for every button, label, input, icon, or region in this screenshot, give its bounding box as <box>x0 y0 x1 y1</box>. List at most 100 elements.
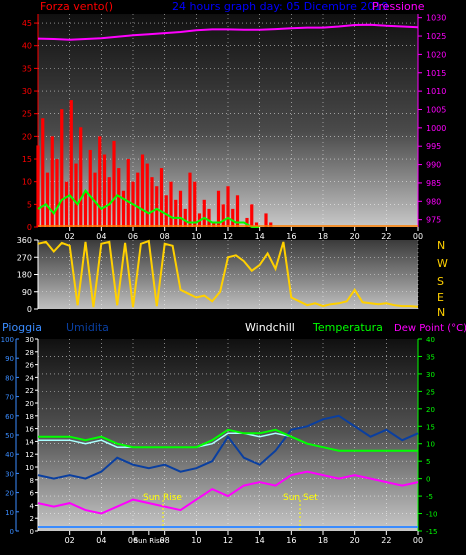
compass-label: N <box>437 306 445 319</box>
y-tick-label: -15 <box>426 528 437 536</box>
wind-bar <box>88 149 92 227</box>
x-tick-label: 00 <box>413 232 423 241</box>
header-wind-label: Forza vento() <box>40 0 113 13</box>
y-tick-label: 30 <box>25 336 34 344</box>
y-tick-label: 0 <box>27 305 32 314</box>
wind-bar <box>155 186 159 227</box>
wind-bar <box>231 208 235 227</box>
wind-bar <box>212 222 216 227</box>
y-tick-label: 10 <box>25 464 34 472</box>
y-tick-label: 360 <box>17 236 32 245</box>
x-tick-label: 00 <box>413 536 423 545</box>
y-tick-label: 35 <box>22 64 32 73</box>
y-tick-label: 30 <box>426 371 435 379</box>
y-tick-label: 90 <box>5 355 14 363</box>
y-tick-label: 70 <box>5 394 14 402</box>
wind-bar <box>41 118 45 227</box>
wind-bar <box>79 127 83 227</box>
y-tick-label: 1020 <box>426 50 446 59</box>
y-tick-label: 2 <box>30 515 34 523</box>
humidity-label: Umidita <box>66 321 109 334</box>
sun-set-label: Sun Set <box>283 493 318 503</box>
x-tick-label: 02 <box>65 232 75 241</box>
x-tick-label: 02 <box>65 536 75 545</box>
y-tick-label: 40 <box>22 42 32 51</box>
rain-label: Pioggia <box>2 321 42 334</box>
wind-bar <box>235 195 240 227</box>
temperature-label: Temperatura <box>312 321 383 334</box>
y-tick-label: 985 <box>426 179 441 188</box>
wind-bar <box>164 195 168 227</box>
x-tick-label: 12 <box>223 232 233 241</box>
gust-line <box>37 188 260 228</box>
wind-direction-line <box>37 239 419 308</box>
y-tick-label: 975 <box>426 216 441 225</box>
y-tick-label: 40 <box>5 451 14 459</box>
y-tick-label: 90 <box>22 288 32 297</box>
x-tick-label: 22 <box>381 536 391 545</box>
y-tick-label: -10 <box>426 511 437 519</box>
y-tick-label: 1015 <box>426 69 446 78</box>
temperature-axis: 40 35 30 25 20 15 10 5 0 -5 -10 -15 <box>417 336 437 536</box>
y-tick-label: 12 <box>25 451 34 459</box>
compass-labels: N W S E N <box>437 239 448 319</box>
wind-bar <box>178 190 183 227</box>
wind-bar <box>60 109 64 227</box>
wind-bar <box>245 217 249 227</box>
x-tick-label: 08 <box>160 536 170 545</box>
wind-bar <box>174 199 178 227</box>
y-tick-label: 26 <box>25 362 34 370</box>
y-tick-label: 180 <box>17 271 32 280</box>
x-tick-label: 14 <box>255 232 265 241</box>
y-tick-label: 40 <box>426 336 435 344</box>
wind-bar <box>207 208 211 227</box>
y-tick-label: 20 <box>22 132 32 141</box>
y-tick-label: 20 <box>25 400 34 408</box>
wind-bar <box>145 163 149 227</box>
y-tick-label: 45 <box>22 19 32 28</box>
y-tick-label: 15 <box>426 423 435 431</box>
x-tick-label: 04 <box>96 232 106 241</box>
y-tick-label: 100 <box>1 336 14 344</box>
wind-bar <box>216 190 221 227</box>
y-tick-label: 0 <box>30 528 34 536</box>
y-tick-label: 1010 <box>426 87 446 96</box>
y-tick-label: 5 <box>426 458 430 466</box>
wind-bar <box>250 204 254 227</box>
y-tick-label: 0 <box>27 223 32 232</box>
y-tick-label: 50 <box>5 432 14 440</box>
x-tick-label: 18 <box>318 536 328 545</box>
wind-bar <box>112 140 116 227</box>
wind-bar <box>202 199 206 227</box>
pressure-axis: 975 980 985 990 995 1000 1005 1010 1015 1020 1025 1… <box>417 14 446 227</box>
x-tick-label: 16 <box>286 536 296 545</box>
x-tick-label: 08 <box>160 232 170 241</box>
y-tick-label: 8 <box>30 477 34 485</box>
wind-direction-grid <box>38 240 419 309</box>
wind-bar <box>98 136 102 227</box>
wind-pressure-x-axis: 02 04 06 08 10 12 14 16 18 20 22 00 <box>65 227 423 241</box>
wind-bar <box>102 154 107 227</box>
wind-bar <box>140 154 145 227</box>
y-tick-label: 995 <box>426 142 441 151</box>
x-tick-label: 06 <box>128 232 138 241</box>
x-tick-label: Sun Rise <box>134 537 164 545</box>
wind-bar <box>226 186 230 227</box>
x-tick-label: 14 <box>255 536 265 545</box>
wind-bar <box>221 204 225 227</box>
temperature-grid <box>38 339 419 531</box>
y-tick-label: 30 <box>22 87 32 96</box>
y-tick-label: 25 <box>426 388 435 396</box>
wind-bar <box>193 181 197 227</box>
y-tick-label: 28 <box>25 349 34 357</box>
wind-bar <box>169 181 173 227</box>
header-pressure-label: Pressione <box>372 0 425 13</box>
compass-label: W <box>437 257 448 270</box>
wind-bar <box>83 190 88 227</box>
y-tick-label: 1005 <box>426 105 446 114</box>
dewpoint-line <box>37 470 419 515</box>
wind-pressure-grid <box>38 14 419 227</box>
wind-bar <box>126 159 130 227</box>
y-tick-label: 22 <box>25 387 34 395</box>
